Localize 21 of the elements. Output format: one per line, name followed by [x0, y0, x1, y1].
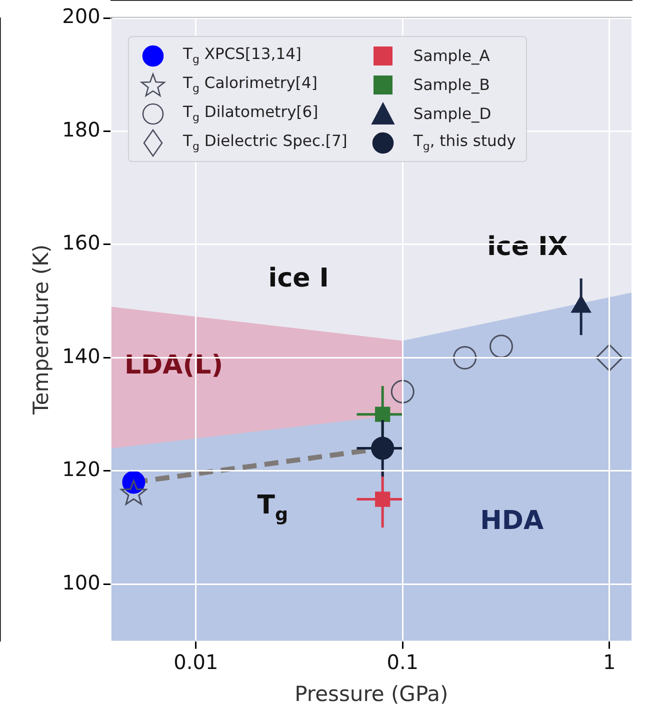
x-tick-label: 1	[602, 650, 616, 674]
legend-label: Sample_D	[413, 104, 492, 122]
y-tick-label: 140	[62, 344, 100, 368]
legend-label: T$_{g}$ XPCS[13,14]	[183, 44, 302, 66]
legend-label: T$_{g}$ Dielectric Spec.[7]	[183, 132, 348, 154]
x-tick-label: 0.1	[386, 650, 419, 674]
y-tick-label: 100	[62, 570, 100, 594]
x-axis-title: Pressure (GPa)	[294, 682, 448, 706]
y-tick-label: 120	[62, 457, 100, 482]
legend-label: Sample_B	[413, 76, 490, 94]
y-tick-label: 180	[62, 117, 100, 142]
legend-label: T$_{g}$ Dilatometry[6]	[183, 102, 318, 124]
legend-label: T$_{g}$ Calorimetry[4]	[183, 74, 318, 96]
y-axis-title: Temperature (K)	[29, 244, 54, 416]
legend-label: T$_{g}$, this study	[413, 132, 516, 154]
annotation: ice I	[268, 263, 329, 294]
legend-label: Sample_A	[413, 46, 490, 64]
x-tick-label: 0.01	[174, 650, 218, 674]
y-tick-label: 200	[62, 4, 100, 28]
annotation: HDA	[480, 506, 544, 536]
y-tick-label: 160	[62, 230, 100, 255]
